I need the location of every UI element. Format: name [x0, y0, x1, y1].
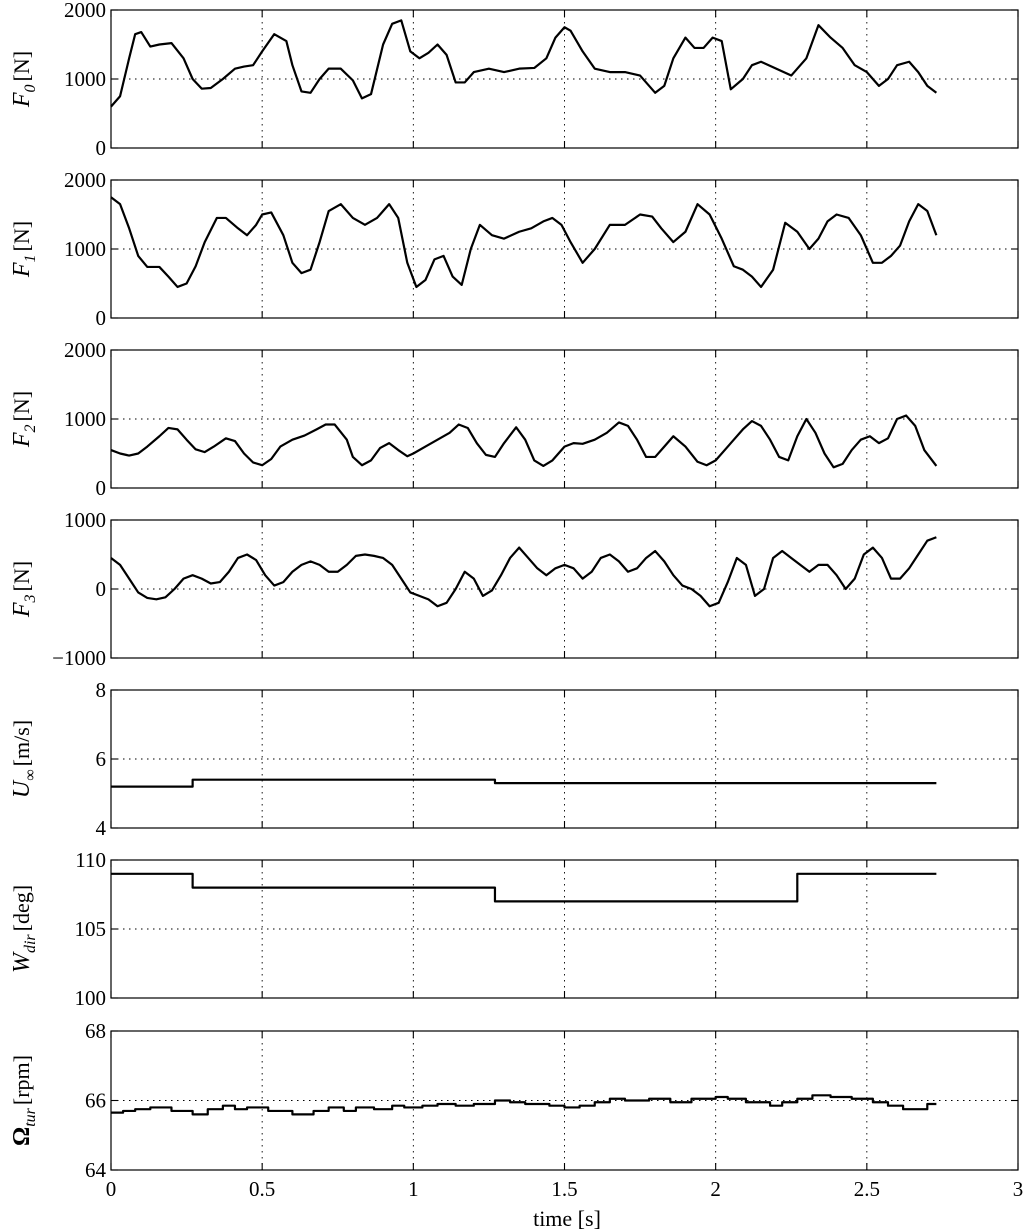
plot-frame — [110, 859, 1019, 999]
series-line-Uinf — [111, 778, 937, 788]
y-axis-label-Omega: Ωtur [rpm] — [9, 1055, 39, 1146]
y-axis-label-symbol: U — [9, 779, 35, 798]
y-axis-label-Uinf: U∞ [m/s] — [9, 720, 39, 798]
y-tick-label: 2000 — [64, 338, 106, 362]
y-tick-label: 110 — [75, 848, 106, 872]
y-tick-label: 0 — [96, 476, 107, 500]
y-axis-label-symbol: F — [9, 602, 35, 618]
series-line-F2 — [110, 414, 938, 469]
y-axis-label-unit: [N] — [9, 391, 34, 422]
y-tick-label: 0 — [96, 306, 107, 330]
y-tick-label: 66 — [85, 1089, 106, 1113]
panel-Wdir: 100 105 110 Wdir [deg] — [9, 848, 1019, 1010]
y-tick-label: 0 — [96, 136, 107, 160]
x-tick-label: 2.5 — [854, 1177, 880, 1201]
y-tick-label: 2000 — [64, 168, 106, 192]
y-axis-label-subscript: ∞ — [22, 769, 39, 780]
y-tick-label: 1000 — [64, 67, 106, 91]
y-axis-label-subscript: 2 — [22, 424, 39, 432]
y-axis-label-F3: F3 [N] — [9, 561, 39, 618]
panel-F2: 0 1000 2000 F2 [N] — [9, 338, 1019, 500]
y-tick-label: 6 — [96, 747, 107, 771]
series-line-Omega — [111, 1094, 937, 1116]
y-axis-label-Wdir: Wdir [deg] — [9, 885, 39, 973]
series-line-F1 — [110, 196, 938, 289]
y-axis-label-unit: [m/s] — [9, 720, 34, 766]
plot-frame — [110, 689, 1019, 829]
y-tick-label: 68 — [85, 1019, 106, 1043]
y-tick-label: 0 — [96, 577, 107, 601]
y-axis-label-subscript: 1 — [22, 254, 39, 262]
y-axis-label-subscript: tur — [22, 1107, 39, 1126]
y-axis-label-unit: [N] — [9, 51, 34, 82]
x-tick-label: 2 — [710, 1177, 721, 1201]
plot-frame — [110, 1030, 1019, 1171]
y-axis-label-symbol: Ω — [9, 1127, 35, 1146]
series-line-F3 — [110, 536, 937, 608]
x-tick-label: 0 — [106, 1177, 117, 1201]
x-axis-title: time [s] — [533, 1206, 601, 1231]
y-tick-label: −1000 — [52, 646, 106, 670]
y-axis-label-unit: [deg] — [9, 885, 34, 931]
y-axis-label-symbol: F — [9, 432, 35, 448]
plot-frame — [110, 349, 1019, 489]
y-tick-label: 105 — [75, 917, 107, 941]
y-axis-label-symbol: F — [9, 92, 35, 108]
panel-F3: −1000 0 1000 F3 [N] — [9, 508, 1019, 670]
panel-Uinf: 4 6 8 U∞ [m/s] — [9, 678, 1019, 840]
y-axis-label-F0: F0 [N] — [9, 51, 39, 108]
y-tick-label: 1000 — [64, 407, 106, 431]
y-tick-label: 64 — [85, 1158, 107, 1182]
y-axis-label-subscript: 0 — [22, 84, 39, 92]
y-axis-label-unit: [rpm] — [9, 1055, 34, 1105]
y-tick-label: 2000 — [64, 0, 106, 22]
y-tick-label: 1000 — [64, 508, 106, 532]
x-tick-label: 1 — [408, 1177, 419, 1201]
y-tick-label: 8 — [96, 678, 107, 702]
y-axis-label-F1: F1 [N] — [9, 221, 39, 278]
y-axis-label-unit: [N] — [9, 561, 34, 592]
panel-Omega: 64 66 68 Ωtur [rpm] — [9, 1019, 1019, 1182]
series-line-Wdir — [111, 872, 937, 903]
y-tick-label: 100 — [75, 986, 107, 1010]
y-tick-label: 4 — [96, 816, 107, 840]
plot-frame — [110, 9, 1019, 149]
y-tick-label: 1000 — [64, 237, 106, 261]
y-axis-label-unit: [N] — [9, 221, 34, 252]
series-line-F0 — [110, 19, 938, 108]
x-tick-label: 1.5 — [551, 1177, 577, 1201]
y-axis-label-subscript: 3 — [22, 594, 39, 603]
y-axis-label-symbol: W — [9, 951, 35, 973]
y-axis-label-subscript: dir — [22, 934, 39, 953]
x-tick-label: 3 — [1013, 1177, 1024, 1201]
x-tick-label: 0.5 — [249, 1177, 275, 1201]
y-axis-label-symbol: F — [9, 262, 35, 278]
y-axis-label-F2: F2 [N] — [9, 391, 39, 448]
plot-frame — [110, 179, 1019, 319]
panel-F1: 0 1000 2000 F1 [N] — [9, 168, 1019, 330]
plot-frame — [110, 519, 1019, 659]
